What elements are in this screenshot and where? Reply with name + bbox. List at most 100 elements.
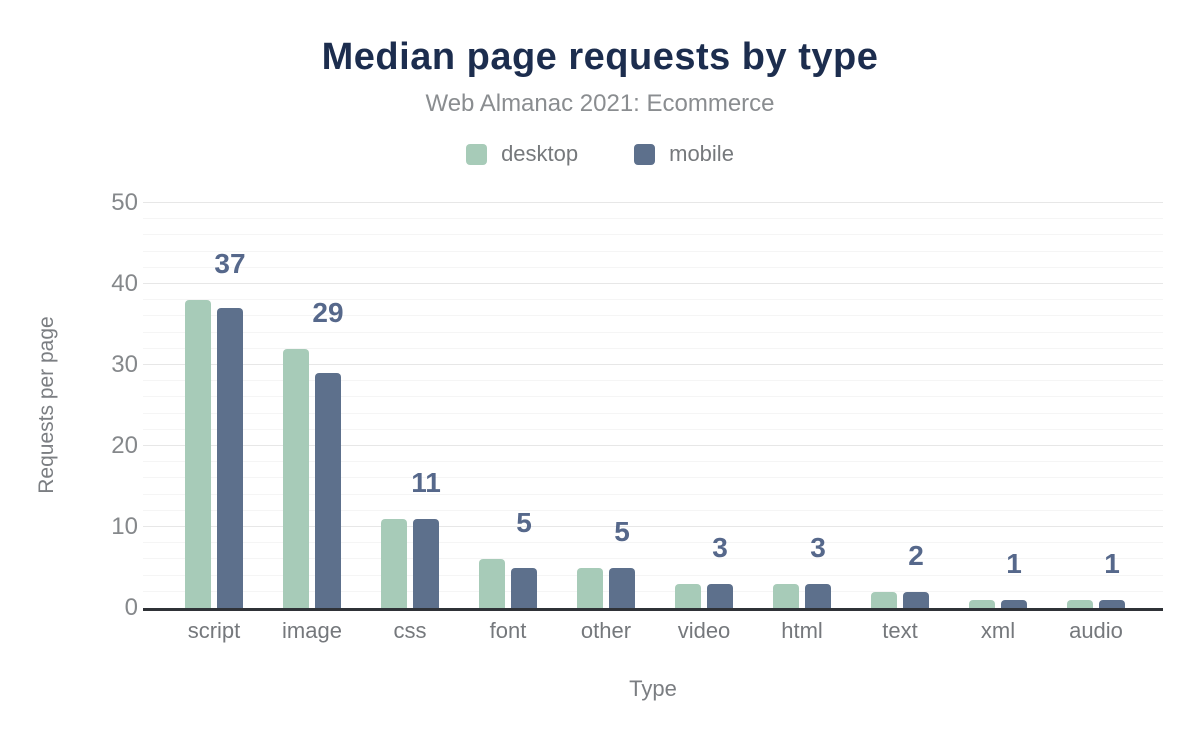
major-gridline: [143, 283, 1163, 284]
minor-gridline: [143, 477, 1163, 479]
desktop-bar-video: [675, 583, 701, 608]
bar-pair: [871, 591, 929, 608]
y-tick-label: 40: [111, 270, 138, 297]
category-group-css: 11: [361, 203, 459, 608]
data-label-audio: 1: [1104, 547, 1120, 579]
data-label-text: 2: [908, 539, 924, 571]
minor-gridline: [143, 250, 1163, 252]
data-label-other: 5: [614, 515, 630, 547]
bars-container: 37 29 11 5 5 3 3 2 1 1: [165, 203, 1145, 608]
x-tick-label-other: other: [580, 618, 632, 643]
desktop-bar-other: [577, 567, 603, 608]
plot-area: 37 29 11 5 5 3 3 2 1 1: [143, 202, 1163, 611]
x-tick-label-text: text: [882, 618, 918, 643]
mobile-bar-video: [707, 583, 733, 608]
mobile-bar-text: [903, 591, 929, 608]
major-gridline: [143, 445, 1163, 446]
desktop-bar-font: [479, 559, 505, 608]
y-tick-label: 30: [111, 351, 138, 378]
x-tick-label-css: css: [393, 618, 427, 643]
bar-pair: [381, 518, 439, 608]
major-gridline: [143, 526, 1163, 527]
category-group-text: 2: [851, 203, 949, 608]
desktop-bar-script: [185, 300, 211, 608]
bar-pair: [969, 599, 1027, 608]
minor-gridline: [143, 590, 1163, 592]
legend-label-mobile: mobile: [669, 141, 734, 166]
minor-gridline: [143, 574, 1163, 576]
desktop-swatch-icon: [466, 143, 488, 165]
data-label-html: 3: [810, 531, 826, 563]
minor-gridline: [143, 558, 1163, 560]
x-axis-title: Type: [629, 676, 677, 701]
data-label-css: 11: [411, 466, 441, 498]
mobile-bar-font: [511, 567, 537, 608]
category-group-xml: 1: [949, 203, 1047, 608]
category-group-video: 3: [655, 203, 753, 608]
category-group-html: 3: [753, 203, 851, 608]
mobile-bar-css: [413, 518, 439, 608]
minor-gridline: [143, 347, 1163, 349]
mobile-swatch-icon: [634, 143, 656, 165]
minor-gridline: [143, 380, 1163, 382]
x-tick-label-script: script: [187, 618, 241, 643]
minor-gridline: [143, 509, 1163, 511]
mobile-bar-other: [609, 567, 635, 608]
minor-gridline: [143, 315, 1163, 317]
major-gridline: [143, 364, 1163, 365]
y-axis-title: Requests per page: [35, 316, 58, 494]
x-tick-label-font: font: [489, 618, 527, 643]
bar-pair: [185, 300, 243, 608]
desktop-bar-audio: [1067, 599, 1093, 608]
y-tick-label: 50: [111, 189, 138, 216]
legend-item-mobile: mobile: [634, 141, 734, 167]
x-tick-label-html: html: [781, 618, 823, 643]
bar-pair: [773, 583, 831, 608]
minor-gridline: [143, 542, 1163, 544]
category-group-script: 37: [165, 203, 263, 608]
minor-gridline: [143, 461, 1163, 463]
desktop-bar-html: [773, 583, 799, 608]
y-tick-label: 20: [111, 432, 138, 459]
minor-gridline: [143, 218, 1163, 220]
legend-item-desktop: desktop: [466, 141, 578, 167]
mobile-bar-script: [217, 308, 243, 608]
minor-gridline: [143, 266, 1163, 268]
legend-label-desktop: desktop: [501, 141, 579, 166]
bar-pair: [479, 559, 537, 608]
mobile-bar-xml: [1001, 599, 1027, 608]
x-tick-label-xml: xml: [980, 618, 1016, 643]
category-group-other: 5: [557, 203, 655, 608]
major-gridline: [143, 202, 1163, 203]
data-label-script: 37: [214, 248, 246, 280]
desktop-bar-xml: [969, 599, 995, 608]
bar-pair: [577, 567, 635, 608]
minor-gridline: [143, 493, 1163, 495]
category-group-audio: 1: [1047, 203, 1145, 608]
bar-pair: [1067, 599, 1125, 608]
data-label-xml: 1: [1006, 547, 1022, 579]
minor-gridline: [143, 396, 1163, 398]
x-axis-ticks: script image css font other video html text xml a…: [165, 618, 1145, 644]
x-tick-label-video: video: [677, 618, 731, 643]
y-tick-label: 0: [124, 594, 138, 621]
minor-gridline: [143, 412, 1163, 414]
x-tick-label-audio: audio: [1069, 618, 1123, 643]
bar-pair: [675, 583, 733, 608]
y-tick-label: 10: [111, 513, 138, 540]
category-group-font: 5: [459, 203, 557, 608]
category-group-image: 29: [263, 203, 361, 608]
data-label-video: 3: [712, 531, 728, 563]
bar-pair: [283, 348, 341, 608]
desktop-bar-image: [283, 348, 309, 608]
mobile-bar-html: [805, 583, 831, 608]
mobile-bar-audio: [1099, 599, 1125, 608]
chart-subtitle: Web Almanac 2021: Ecommerce: [425, 90, 775, 117]
chart-title: Median page requests by type: [321, 36, 879, 78]
desktop-bar-css: [381, 518, 407, 608]
data-label-image: 29: [312, 296, 344, 328]
data-label-font: 5: [516, 507, 532, 539]
minor-gridline: [143, 234, 1163, 236]
minor-gridline: [143, 331, 1163, 333]
